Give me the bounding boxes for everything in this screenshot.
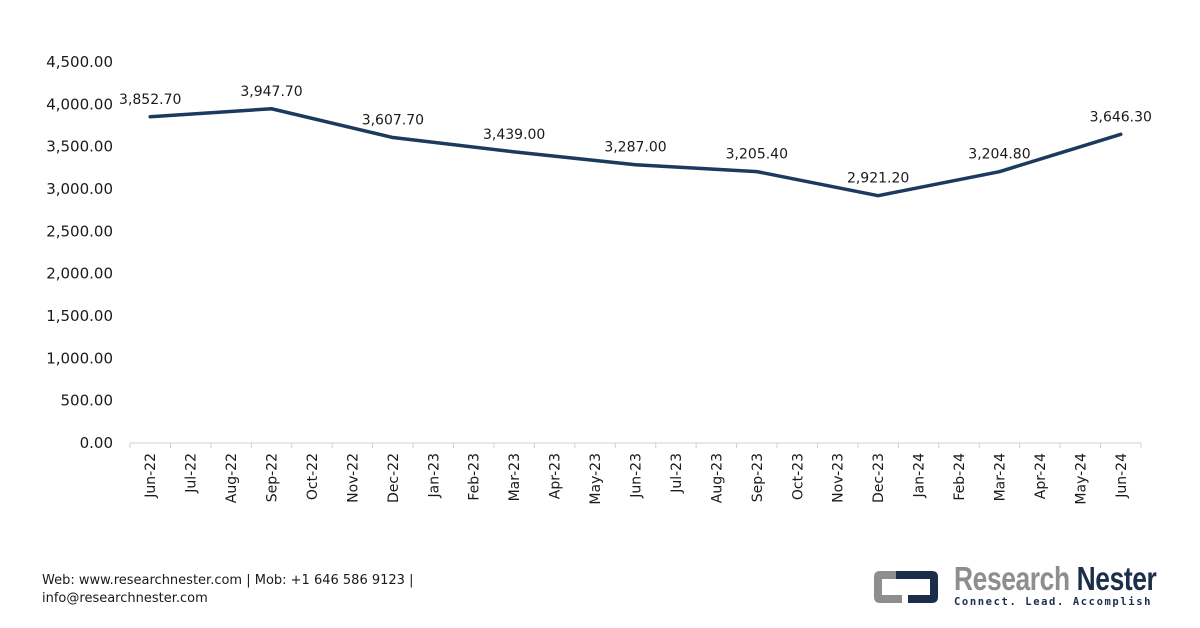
y-tick-label: 2,500.00: [46, 222, 113, 240]
data-label: 3,852.70: [119, 92, 181, 108]
y-tick-label: 3,000.00: [46, 180, 113, 198]
y-tick-label: 1,000.00: [46, 349, 113, 367]
x-tick-label: Jan-23: [426, 453, 442, 498]
x-tick-label: Feb-24: [952, 453, 968, 501]
data-point: [270, 107, 274, 111]
x-tick-label: Jan-24: [912, 453, 928, 499]
data-point: [1119, 132, 1123, 136]
series-group: [148, 107, 1123, 198]
research-nester-logo: Research Nester Connect. Lead. Accomplis…: [868, 560, 1168, 612]
x-tick-label: Sep-23: [750, 453, 766, 502]
x-tick-label: May-24: [1073, 453, 1089, 505]
x-tick-label: Jul-23: [669, 453, 685, 494]
x-tick-label: Mar-24: [992, 453, 1008, 501]
y-tick-label: 1,500.00: [46, 307, 113, 325]
footer-contact: Web: www.researchnester.com | Mob: +1 64…: [42, 572, 413, 608]
data-point: [876, 194, 880, 198]
x-tick-label: Dec-23: [871, 453, 887, 503]
x-tick-label: May-23: [588, 453, 604, 505]
y-tick-label: 4,500.00: [46, 53, 113, 71]
data-point: [755, 170, 759, 174]
y-tick-label: 3,500.00: [46, 138, 113, 156]
data-label: 3,287.00: [604, 140, 666, 156]
y-axis: 0.00 500.00 1,000.00 1,500.00 2,000.00 2,500.…: [46, 53, 113, 452]
logo-word-research: Research: [954, 560, 1070, 597]
data-label: 3,646.30: [1090, 109, 1152, 125]
x-tick-label: Nov-23: [831, 453, 847, 503]
data-label: 3,607.70: [362, 113, 424, 129]
x-tick-label: Dec-22: [386, 453, 402, 503]
x-tick-label: Jun-22: [143, 453, 159, 499]
data-point: [997, 170, 1001, 174]
x-tick-label: Nov-22: [345, 453, 361, 503]
x-tick-label: Aug-23: [709, 453, 725, 503]
x-axis: Jun-22 Jul-22 Aug-22 Sep-22 Oct-22 Nov-22 Dec-…: [129, 442, 1142, 505]
contact-line-web-phone: Web: www.researchnester.com | Mob: +1 64…: [42, 573, 414, 588]
y-tick-label: 500.00: [61, 392, 114, 410]
data-point: [391, 136, 395, 140]
y-tick-label: 0.00: [80, 434, 113, 452]
data-label: 3,204.80: [968, 147, 1030, 163]
data-point: [148, 115, 152, 119]
data-labels: 3,852.70 3,947.70 3,607.70 3,439.00 3,287.00…: [119, 84, 1152, 187]
data-label: 3,205.40: [726, 147, 788, 163]
x-tick-label: Aug-22: [224, 453, 240, 503]
logo-tagline: Connect. Lead. Accomplish: [954, 596, 1153, 608]
x-tick-label: Oct-22: [305, 453, 321, 500]
data-point: [634, 163, 637, 167]
x-tick-label: Mar-23: [507, 453, 523, 501]
y-tick-label: 4,000.00: [46, 95, 113, 113]
data-label: 3,439.00: [483, 127, 545, 143]
logo-word-nester: Nester: [1076, 560, 1157, 597]
x-tick-label: Jun-23: [629, 453, 645, 499]
x-tick-label: Apr-24: [1033, 453, 1049, 499]
logo-mark-icon: [874, 571, 938, 603]
contact-line-email: info@researchnester.com: [42, 591, 208, 606]
x-tick-label: Sep-22: [265, 453, 281, 502]
x-tick-label: Jul-22: [184, 453, 200, 494]
logo-wordmark: Research Nester: [954, 560, 1157, 598]
x-tick-label: Oct-23: [790, 453, 806, 500]
data-label: 2,921.20: [847, 171, 909, 187]
line-chart: 0.00 500.00 1,000.00 1,500.00 2,000.00 2,500.…: [46, 53, 1152, 505]
x-tick-label: Jun-24: [1114, 453, 1130, 499]
y-tick-label: 2,000.00: [46, 265, 113, 283]
data-point: [512, 150, 516, 154]
x-tick-label: Feb-23: [467, 453, 483, 501]
data-label: 3,947.70: [240, 84, 302, 100]
x-tick-label: Apr-23: [548, 453, 564, 499]
